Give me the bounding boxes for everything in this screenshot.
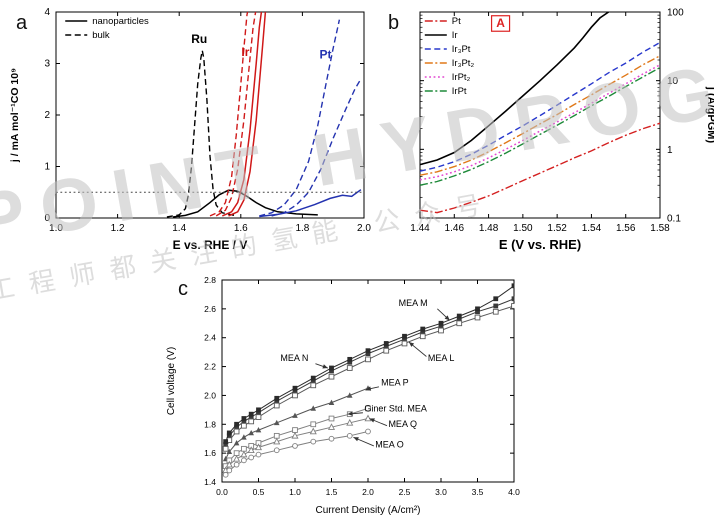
svg-text:Ir₃Pt₂: Ir₃Pt₂ — [452, 58, 475, 69]
svg-text:1.56: 1.56 — [616, 223, 636, 234]
svg-text:1: 1 — [667, 145, 673, 156]
svg-text:2.0: 2.0 — [362, 487, 374, 497]
svg-text:1: 1 — [44, 162, 50, 173]
svg-text:2.4: 2.4 — [204, 333, 216, 343]
svg-text:4: 4 — [44, 7, 50, 18]
svg-text:1.50: 1.50 — [513, 223, 533, 234]
svg-text:MEA Q: MEA Q — [388, 419, 417, 429]
svg-text:2.8: 2.8 — [204, 275, 216, 285]
svg-text:Current Density (A/cm²): Current Density (A/cm²) — [315, 505, 420, 516]
svg-text:2.0: 2.0 — [357, 223, 371, 234]
svg-text:1.8: 1.8 — [204, 419, 216, 429]
svg-text:Pt: Pt — [320, 47, 332, 61]
svg-text:0.0: 0.0 — [216, 487, 228, 497]
svg-text:1.58: 1.58 — [650, 223, 670, 234]
svg-text:3.0: 3.0 — [435, 487, 447, 497]
svg-text:j / mA mol⁻¹CO 10⁹: j / mA mol⁻¹CO 10⁹ — [9, 68, 21, 163]
svg-text:nanoparticles: nanoparticles — [92, 16, 149, 27]
svg-text:Ir: Ir — [241, 45, 249, 59]
svg-text:2.5: 2.5 — [399, 487, 411, 497]
svg-text:1.0: 1.0 — [289, 487, 301, 497]
svg-text:Cell voltage (V): Cell voltage (V) — [166, 347, 177, 415]
svg-text:10: 10 — [667, 76, 679, 87]
svg-text:1.6: 1.6 — [234, 223, 248, 234]
svg-text:2.0: 2.0 — [204, 390, 216, 400]
svg-text:1.6: 1.6 — [204, 448, 216, 458]
svg-text:bulk: bulk — [92, 30, 110, 41]
panel-label-a: a — [16, 12, 28, 34]
svg-text:0: 0 — [44, 213, 50, 224]
svg-text:1.0: 1.0 — [49, 223, 63, 234]
chart-panel-a-co-stripping: 1.0 1.2 1.4 1.6 1.8 2.0 0 1 2 3 4 E vs. RHE / V j / … — [9, 7, 371, 252]
svg-text:1.44: 1.44 — [410, 223, 430, 234]
svg-text:1.48: 1.48 — [479, 223, 499, 234]
svg-text:Ru: Ru — [191, 32, 207, 46]
svg-text:Ir: Ir — [452, 30, 458, 41]
chart-panel-c-polarization: 0.0 0.5 1.0 1.5 2.0 2.5 3.0 3.5 4.0 1.4 1.6 1.8 2.0 2… — [166, 275, 520, 516]
panel-label-b: b — [388, 12, 400, 34]
svg-text:0.5: 0.5 — [253, 487, 265, 497]
svg-text:MEA M: MEA M — [399, 298, 428, 308]
svg-text:1.2: 1.2 — [111, 223, 125, 234]
svg-text:MEA L: MEA L — [428, 353, 455, 363]
svg-text:j (A/gPGM): j (A/gPGM) — [705, 86, 714, 144]
svg-text:3: 3 — [44, 59, 50, 70]
svg-text:IrPt₂: IrPt₂ — [452, 72, 471, 83]
svg-text:MEA N: MEA N — [280, 353, 308, 363]
svg-text:Pt: Pt — [452, 16, 461, 27]
svg-text:2: 2 — [44, 110, 50, 121]
svg-text:MEA O: MEA O — [375, 439, 404, 449]
svg-text:IrPt: IrPt — [452, 86, 467, 97]
svg-text:1.46: 1.46 — [445, 223, 465, 234]
panel-label-c: c — [178, 278, 188, 300]
chart-panel-b-mass-activity: 1.44 1.46 1.48 1.50 1.52 1.54 1.56 1.580.1 1 10 10… — [410, 8, 714, 253]
svg-text:MEA P: MEA P — [381, 377, 409, 387]
svg-text:1.54: 1.54 — [582, 223, 602, 234]
svg-text:3.5: 3.5 — [472, 487, 484, 497]
svg-text:2.2: 2.2 — [204, 362, 216, 372]
svg-text:4.0: 4.0 — [508, 487, 520, 497]
svg-text:1.4: 1.4 — [172, 223, 186, 234]
svg-text:A: A — [496, 16, 505, 30]
svg-text:0.1: 0.1 — [667, 214, 681, 225]
svg-text:Giner Std. MEA: Giner Std. MEA — [364, 403, 427, 413]
svg-text:100: 100 — [667, 8, 684, 19]
svg-text:1.52: 1.52 — [547, 223, 567, 234]
svg-text:2.6: 2.6 — [204, 304, 216, 314]
svg-text:1.5: 1.5 — [326, 487, 338, 497]
svg-text:1.4: 1.4 — [204, 477, 216, 487]
svg-text:E (V vs. RHE): E (V vs. RHE) — [499, 237, 581, 252]
svg-text:E vs. RHE / V: E vs. RHE / V — [173, 238, 248, 252]
svg-text:Ir₃Pt: Ir₃Pt — [452, 44, 471, 55]
svg-text:1.8: 1.8 — [295, 223, 309, 234]
